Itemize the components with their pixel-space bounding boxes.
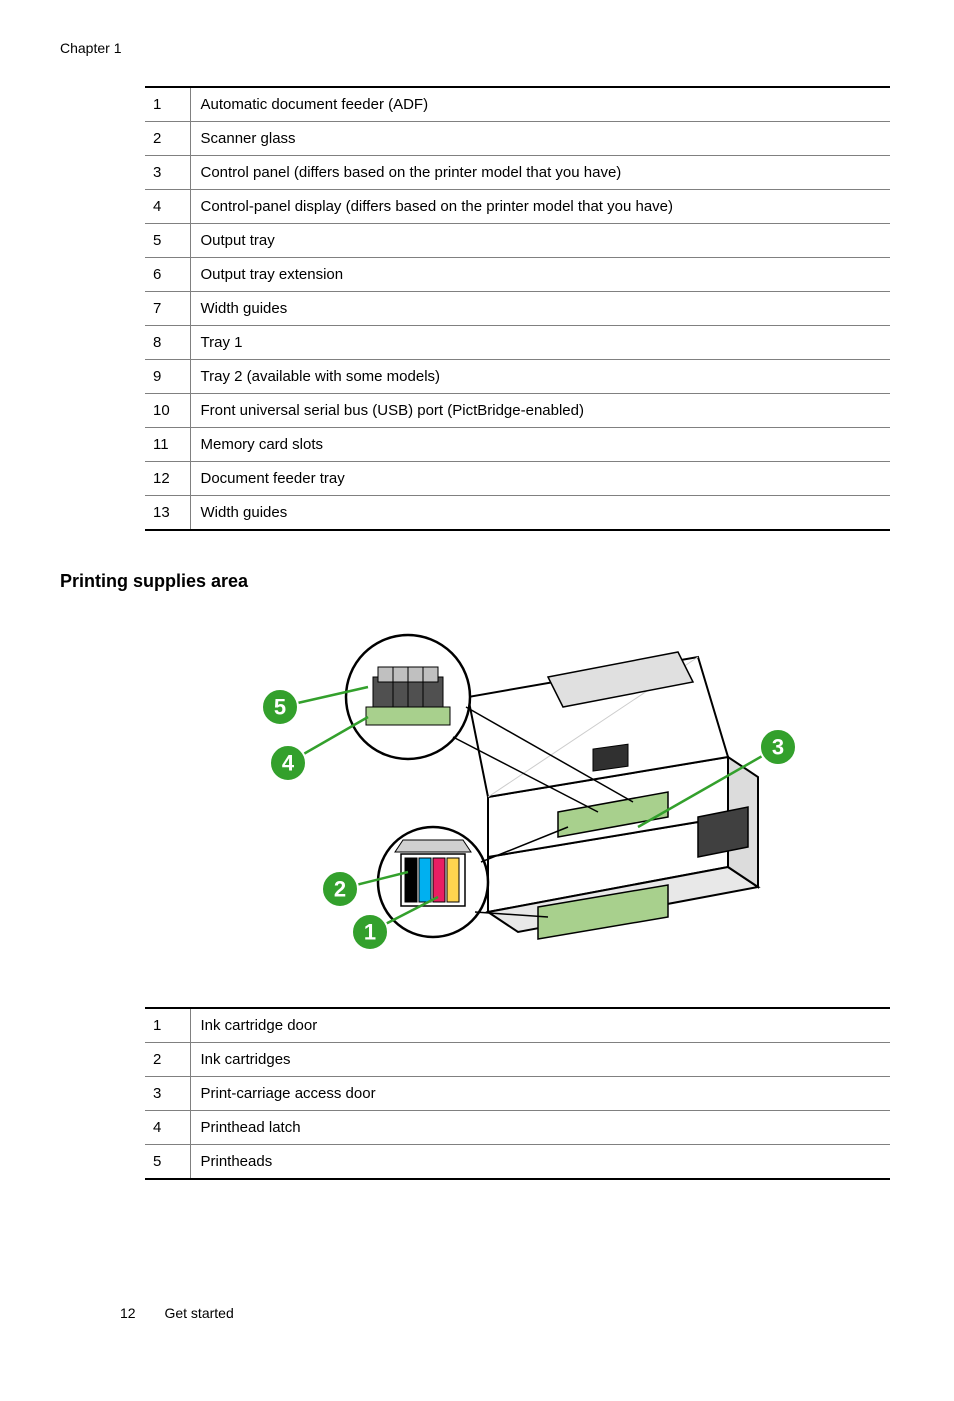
row-number: 4 [145, 1111, 190, 1145]
row-label: Output tray [190, 224, 890, 258]
table-row: 8Tray 1 [145, 326, 890, 360]
row-number: 13 [145, 496, 190, 531]
row-label: Output tray extension [190, 258, 890, 292]
row-label: Ink cartridges [190, 1043, 890, 1077]
parts-table-2: 1Ink cartridge door2Ink cartridges3Print… [145, 1007, 890, 1180]
row-number: 2 [145, 122, 190, 156]
row-number: 8 [145, 326, 190, 360]
row-label: Printheads [190, 1145, 890, 1180]
table-row: 12Document feeder tray [145, 462, 890, 496]
row-number: 4 [145, 190, 190, 224]
footer-section-name: Get started [164, 1305, 233, 1321]
row-label: Width guides [190, 496, 890, 531]
table-row: 2Scanner glass [145, 122, 890, 156]
row-number: 12 [145, 462, 190, 496]
row-label: Control-panel display (differs based on … [190, 190, 890, 224]
table-row: 1Automatic document feeder (ADF) [145, 87, 890, 122]
table-row: 3Print-carriage access door [145, 1077, 890, 1111]
table-row: 4Printhead latch [145, 1111, 890, 1145]
row-label: Memory card slots [190, 428, 890, 462]
row-label: Front universal serial bus (USB) port (P… [190, 394, 890, 428]
row-label: Tray 1 [190, 326, 890, 360]
row-number: 1 [145, 1008, 190, 1043]
table-row: 10Front universal serial bus (USB) port … [145, 394, 890, 428]
table-row: 2Ink cartridges [145, 1043, 890, 1077]
callout-badge-4: 4 [270, 745, 306, 781]
svg-text:4: 4 [281, 751, 294, 776]
table-row: 1Ink cartridge door [145, 1008, 890, 1043]
page-number: 12 [120, 1305, 136, 1321]
table-row: 7Width guides [145, 292, 890, 326]
table-row: 5Printheads [145, 1145, 890, 1180]
row-number: 2 [145, 1043, 190, 1077]
svg-text:5: 5 [273, 695, 285, 720]
page-footer: 12 Get started [120, 1305, 234, 1321]
callout-badge-3: 3 [760, 729, 796, 765]
svg-text:1: 1 [363, 920, 375, 945]
section-heading: Printing supplies area [60, 571, 894, 592]
row-label: Ink cartridge door [190, 1008, 890, 1043]
row-label: Scanner glass [190, 122, 890, 156]
callout-badge-5: 5 [262, 689, 298, 725]
parts-table-1: 1Automatic document feeder (ADF)2Scanner… [145, 86, 890, 531]
row-number: 1 [145, 87, 190, 122]
row-number: 9 [145, 360, 190, 394]
row-label: Print-carriage access door [190, 1077, 890, 1111]
callout-badge-2: 2 [322, 871, 358, 907]
printer-body [468, 652, 758, 939]
svg-text:3: 3 [771, 735, 783, 760]
row-number: 3 [145, 1077, 190, 1111]
table-row: 4Control-panel display (differs based on… [145, 190, 890, 224]
row-number: 5 [145, 1145, 190, 1180]
row-label: Document feeder tray [190, 462, 890, 496]
row-number: 6 [145, 258, 190, 292]
row-label: Tray 2 (available with some models) [190, 360, 890, 394]
row-number: 3 [145, 156, 190, 190]
row-label: Automatic document feeder (ADF) [190, 87, 890, 122]
row-label: Control panel (differs based on the prin… [190, 156, 890, 190]
row-number: 5 [145, 224, 190, 258]
row-number: 10 [145, 394, 190, 428]
table-row: 3Control panel (differs based on the pri… [145, 156, 890, 190]
chapter-label: Chapter 1 [60, 40, 894, 56]
row-label: Printhead latch [190, 1111, 890, 1145]
table-row: 11Memory card slots [145, 428, 890, 462]
svg-text:2: 2 [333, 877, 345, 902]
row-label: Width guides [190, 292, 890, 326]
table-row: 13Width guides [145, 496, 890, 531]
callout-badge-1: 1 [352, 914, 388, 950]
row-number: 7 [145, 292, 190, 326]
printer-diagram: 12 3 4 5 [145, 617, 890, 977]
table-row: 5Output tray [145, 224, 890, 258]
table-row: 6Output tray extension [145, 258, 890, 292]
row-number: 11 [145, 428, 190, 462]
table-row: 9Tray 2 (available with some models) [145, 360, 890, 394]
